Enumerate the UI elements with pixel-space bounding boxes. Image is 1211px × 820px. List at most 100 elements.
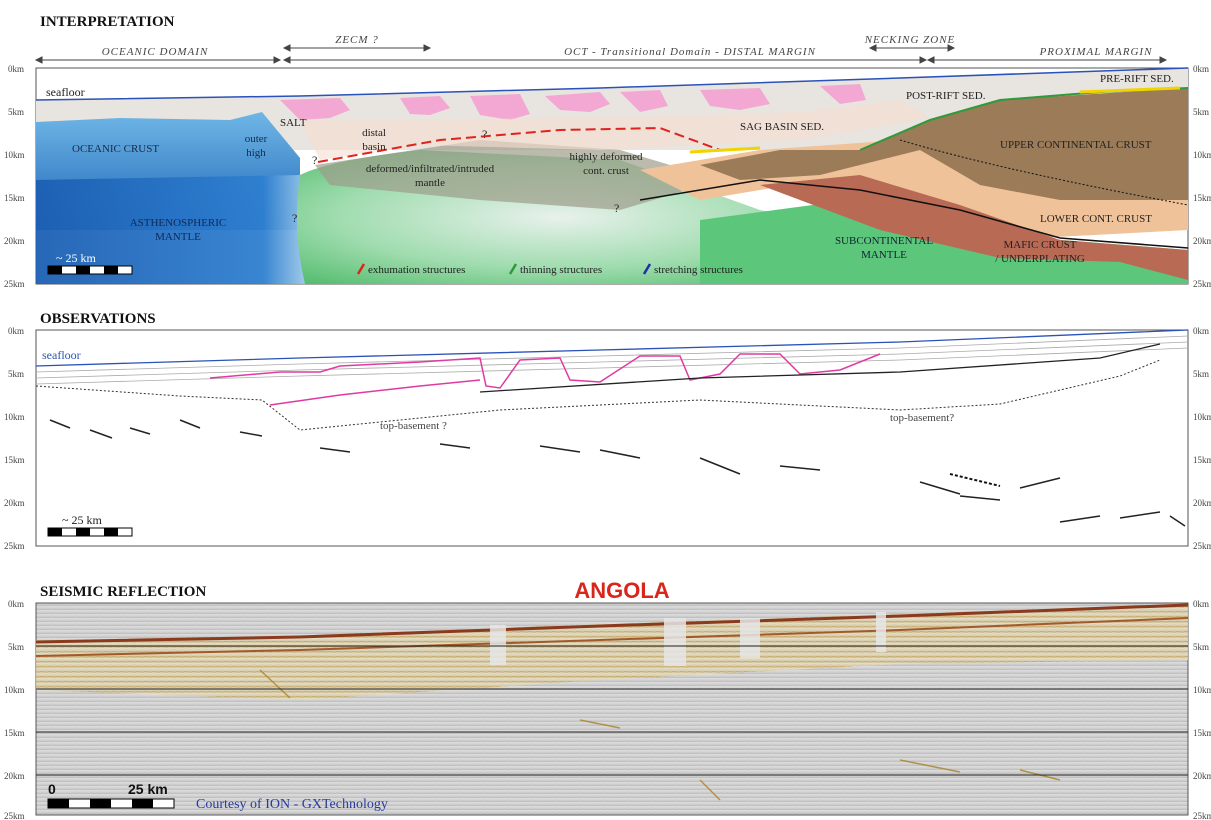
obs-label-top-basement-1: top-basement ? [380,420,447,432]
svg-text:10km: 10km [4,412,25,422]
obs-reflectors [49,419,1186,527]
label-oceanic-crust: OCEANIC CRUST [72,143,159,155]
asthenospheric-mantle [36,175,320,284]
svg-text:5km: 5km [8,642,24,652]
seismic-band-2 [35,617,1189,657]
legend-thinning: thinning structures [520,264,602,276]
interpretation-legend [356,263,652,275]
svg-text:10km: 10km [4,150,25,160]
svg-text:10km: 10km [1193,412,1211,422]
scale-bar-1 [47,265,133,275]
label-lower-crust: LOWER CONT. CRUST [1040,213,1152,225]
label-sag-basin: SAG BASIN SED. [740,121,824,133]
svg-text:5km: 5km [1193,642,1209,652]
svg-text:20km: 20km [4,236,25,246]
svg-text:25km: 25km [1193,811,1211,820]
label-distal-2: basin [362,141,386,153]
svg-text:20km: 20km [1193,498,1211,508]
svg-text:5km: 5km [1193,107,1209,117]
obs-seafloor [35,329,1189,367]
seismic-title: ANGOLA [574,578,669,603]
label-salt: SALT [280,117,307,129]
svg-text:5km: 5km [1193,369,1209,379]
label-outer-2: high [246,147,266,159]
legend-stretching: stretching structures [654,264,743,276]
pre-rift-yellow [1079,86,1181,94]
svg-text:25km: 25km [4,811,25,820]
label-subcont-2: MANTLE [861,249,907,261]
svg-text:15km: 15km [1193,193,1211,203]
svg-text:20km: 20km [4,771,25,781]
svg-text:25km: 25km [1193,541,1211,551]
svg-text:15km: 15km [1193,728,1211,738]
seismic-depth-lines [36,645,1188,776]
seismic-scale-zero: 0 [48,781,56,797]
label-deformed-2: mantle [415,177,445,189]
label-deformed-1: deformed/infiltrated/intruded [366,163,495,175]
label-q1: ? [312,153,317,167]
seismic-deep-reflectors [259,669,1061,801]
scale-label-2: ~ 25 km [62,513,102,527]
label-pre-rift: PRE-RIFT SED. [1100,73,1174,85]
scale-label-1: ~ 25 km [56,251,96,265]
domain-header [34,44,1168,64]
label-upper-crust: UPPER CONTINENTAL CRUST [1000,139,1152,151]
svg-text:10km: 10km [4,685,25,695]
crust-boundary [639,179,1189,249]
svg-text:0km: 0km [8,64,24,74]
svg-text:15km: 15km [1193,455,1211,465]
label-highly-deformed-1: highly deformed [569,151,643,163]
svg-text:15km: 15km [4,728,25,738]
svg-text:20km: 20km [4,498,25,508]
label-astheno-2: MANTLE [155,231,201,243]
label-highly-deformed-2: cont. crust [583,165,629,177]
pre-rift-yellow-2 [689,146,761,154]
scale-bar-3 [47,798,175,809]
sag-basin [300,100,930,160]
mafic-crust [760,175,1188,280]
svg-text:5km: 5km [8,369,24,379]
depth-axis-seismic: 0km 5km 10km 15km 20km 25km 0km 5km 10km… [4,599,1211,820]
label-distal-1: distal [362,127,386,139]
svg-text:5km: 5km [8,107,24,117]
svg-text:25km: 25km [4,279,25,289]
obs-salt-lower [269,379,481,406]
seismic-credit: Courtesy of ION - GXTechnology [196,797,388,812]
label-q3: ? [482,127,487,141]
depth-axis-interpretation: 0km 5km 10km 15km 20km 25km 0km 5km 10km… [4,64,1211,289]
svg-text:25km: 25km [1193,279,1211,289]
seafloor-line [35,67,1189,101]
domain-proximal: PROXIMAL MARGIN [1039,46,1153,58]
obs-label-top-basement-2: top-basement? [890,412,954,424]
svg-text:0km: 0km [8,599,24,609]
obs-black-horizon [479,343,1161,393]
label-q4: ? [614,201,619,215]
obs-label-seafloor: seafloor [42,348,81,362]
svg-text:20km: 20km [1193,236,1211,246]
label-q2: ? [292,211,297,225]
seismic-salt-walls [490,612,886,666]
svg-text:10km: 10km [1193,685,1211,695]
svg-text:0km: 0km [1193,599,1209,609]
domain-necking: NECKING ZONE [864,34,956,46]
svg-text:15km: 15km [4,455,25,465]
svg-text:20km: 20km [1193,771,1211,781]
seismic-heading: SEISMIC REFLECTION [40,584,206,600]
exhumation-line [317,126,721,163]
label-subcont-1: SUBCONTINENTAL [835,235,933,247]
interpretation-heading: INTERPRETATION [40,14,175,30]
obs-dotted-reflector [949,473,1001,487]
seismic-upper-warm [36,604,1188,700]
dotted-boundary [899,139,1189,206]
domain-zecm: ZECM ? [335,34,379,46]
label-mafic-1: MAFIC CRUST [1003,239,1076,251]
seismic-scale-label: 25 km [128,781,168,797]
seismic-seafloor-band [35,603,1189,644]
svg-text:10km: 10km [1193,150,1211,160]
label-outer-1: outer [245,133,268,145]
svg-text:0km: 0km [1193,326,1209,336]
svg-text:25km: 25km [4,541,25,551]
domain-oceanic: OCEANIC DOMAIN [102,46,209,58]
observations-heading: OBSERVATIONS [40,311,156,327]
domain-oct: OCT - Transitional Domain - DISTAL MARGI… [564,46,816,58]
